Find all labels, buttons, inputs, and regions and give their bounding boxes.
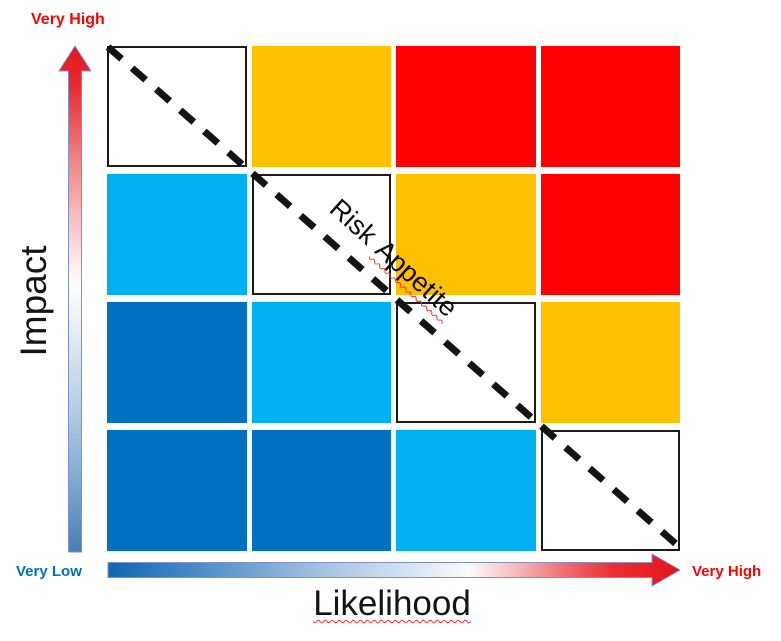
- impact-axis-max-label: Very High: [31, 11, 105, 28]
- risk-cell-r3-c3-white: [396, 302, 536, 423]
- risk-matrix-grid: [107, 46, 680, 551]
- risk-cell-r1-c4-red: [540, 46, 680, 167]
- likelihood-axis-max-label: Very High: [692, 563, 762, 580]
- risk-cell-r1-c3-red: [396, 46, 536, 167]
- risk-cell-r4-c3-light_blue: [396, 430, 536, 551]
- risk-cell-r3-c4-amber: [540, 302, 680, 423]
- risk-cell-r4-c4-white: [540, 430, 680, 551]
- likelihood-axis-title-text: Likelihood: [313, 584, 471, 623]
- risk-cell-r3-c2-light_blue: [251, 302, 391, 423]
- likelihood-axis-arrow: [107, 553, 681, 587]
- impact-axis-arrow: [58, 45, 92, 553]
- risk-cell-r1-c1-white: [107, 46, 247, 167]
- risk-cell-r3-c1-dark_blue: [107, 302, 247, 423]
- likelihood-axis-title: Likelihood: [277, 584, 507, 624]
- risk-cell-r4-c2-dark_blue: [251, 430, 391, 551]
- impact-axis-title: Impact: [13, 245, 54, 357]
- risk-cell-r1-c2-amber: [251, 46, 391, 167]
- axes-origin-label: Very Low: [16, 563, 82, 580]
- risk-cell-r4-c1-dark_blue: [107, 430, 247, 551]
- risk-cell-r2-c1-light_blue: [107, 174, 247, 295]
- risk-cell-r2-c4-red: [540, 174, 680, 295]
